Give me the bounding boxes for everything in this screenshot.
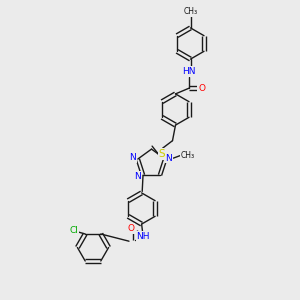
- Text: NH: NH: [136, 232, 150, 241]
- Text: HN: HN: [182, 67, 196, 76]
- Text: S: S: [159, 149, 165, 159]
- Text: N: N: [165, 154, 172, 163]
- Text: N: N: [135, 172, 141, 181]
- Text: Cl: Cl: [69, 226, 78, 236]
- Text: CH₃: CH₃: [183, 7, 198, 16]
- Text: CH₃: CH₃: [180, 151, 194, 160]
- Text: N: N: [129, 153, 136, 162]
- Text: O: O: [128, 224, 135, 233]
- Text: O: O: [198, 84, 205, 93]
